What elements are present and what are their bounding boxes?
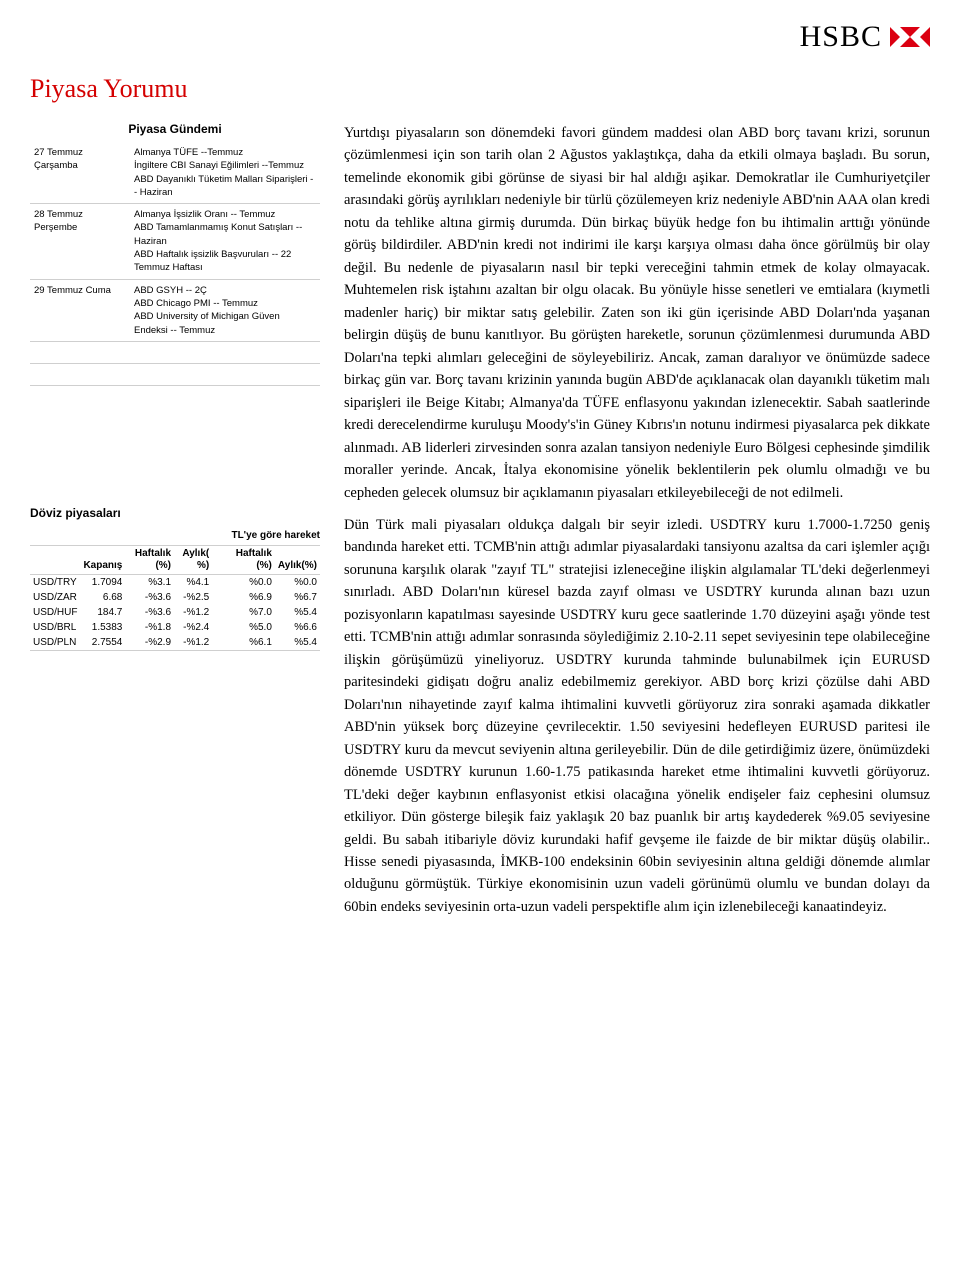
- fx-row: USD/BRL 1.5383 -%1.8 -%2.4 %5.0 %6.6: [30, 620, 320, 635]
- agenda-row: 27 Temmuz Çarşamba Almanya TÜFE --Temmuz…: [30, 142, 320, 204]
- fx-mo1: -%1.2: [174, 635, 212, 651]
- agenda-title: Piyasa Gündemi: [30, 122, 320, 136]
- fx-mo1: -%2.4: [174, 620, 212, 635]
- fx-close: 1.5383: [80, 620, 125, 635]
- sidebar: Piyasa Gündemi 27 Temmuz Çarşamba Almany…: [30, 122, 320, 928]
- fx-subtitle: TL'ye göre hareket: [30, 526, 320, 546]
- fx-col-pair: [30, 546, 80, 575]
- fx-close: 184.7: [80, 605, 125, 620]
- fx-col-wk2: Haftalık (%): [226, 546, 275, 575]
- fx-mo1: %4.1: [174, 575, 212, 591]
- fx-col-mo1: Aylık( %): [174, 546, 212, 575]
- fx-col-wk1: Haftalık (%): [125, 546, 174, 575]
- fx-row: USD/TRY 1.7094 %3.1 %4.1 %0.0 %0.0: [30, 575, 320, 591]
- fx-mo2: %0.0: [275, 575, 320, 591]
- agenda-date: 27 Temmuz Çarşamba: [30, 142, 130, 204]
- fx-wk1: %3.1: [125, 575, 174, 591]
- fx-row: USD/ZAR 6.68 -%3.6 -%2.5 %6.9 %6.7: [30, 590, 320, 605]
- agenda-row: 28 Temmuz Perşembe Almanya İşsizlik Oran…: [30, 204, 320, 279]
- fx-title: Döviz piyasaları: [30, 506, 320, 520]
- fx-mo2: %5.4: [275, 635, 320, 651]
- agenda-events: Almanya TÜFE --Temmuz İngiltere CBI Sana…: [130, 142, 320, 204]
- page-header: HSBC: [30, 20, 930, 54]
- body-paragraph-1: Yurtdışı piyasaların son dönemdeki favor…: [344, 122, 930, 504]
- agenda-date: 29 Temmuz Cuma: [30, 279, 130, 341]
- fx-pair: USD/ZAR: [30, 590, 80, 605]
- fx-close: 1.7094: [80, 575, 125, 591]
- fx-wk2: %5.0: [226, 620, 275, 635]
- fx-wk2: %0.0: [226, 575, 275, 591]
- fx-close: 6.68: [80, 590, 125, 605]
- fx-table: Kapanış Haftalık (%) Aylık( %) Haftalık …: [30, 546, 320, 651]
- body-paragraph-2: Dün Türk mali piyasaları oldukça dalgalı…: [344, 514, 930, 918]
- fx-pair: USD/PLN: [30, 635, 80, 651]
- fx-close: 2.7554: [80, 635, 125, 651]
- fx-mo1: -%2.5: [174, 590, 212, 605]
- fx-wk2: %6.1: [226, 635, 275, 651]
- page-title: Piyasa Yorumu: [30, 74, 930, 104]
- fx-mo2: %6.7: [275, 590, 320, 605]
- fx-pair: USD/TRY: [30, 575, 80, 591]
- content-row: Piyasa Gündemi 27 Temmuz Çarşamba Almany…: [30, 122, 930, 928]
- fx-row: USD/PLN 2.7554 -%2.9 -%1.2 %6.1 %5.4: [30, 635, 320, 651]
- fx-wk2: %6.9: [226, 590, 275, 605]
- agenda-events: ABD GSYH -- 2Ç ABD Chicago PMI -- Temmuz…: [130, 279, 320, 341]
- agenda-date: 28 Temmuz Perşembe: [30, 204, 130, 279]
- fx-col-close: Kapanış: [80, 546, 125, 575]
- agenda-row: [30, 341, 320, 363]
- fx-header-row: Kapanış Haftalık (%) Aylık( %) Haftalık …: [30, 546, 320, 575]
- fx-mo2: %6.6: [275, 620, 320, 635]
- agenda-table: 27 Temmuz Çarşamba Almanya TÜFE --Temmuz…: [30, 142, 320, 386]
- fx-wk2: %7.0: [226, 605, 275, 620]
- fx-wk1: -%3.6: [125, 605, 174, 620]
- brand-name: HSBC: [800, 20, 882, 54]
- fx-wk1: -%2.9: [125, 635, 174, 651]
- brand-logo: HSBC: [800, 20, 930, 54]
- fx-wk1: -%3.6: [125, 590, 174, 605]
- agenda-events: Almanya İşsizlik Oranı -- Temmuz ABD Tam…: [130, 204, 320, 279]
- fx-row: USD/HUF 184.7 -%3.6 -%1.2 %7.0 %5.4: [30, 605, 320, 620]
- fx-pair: USD/BRL: [30, 620, 80, 635]
- agenda-row: 29 Temmuz Cuma ABD GSYH -- 2Ç ABD Chicag…: [30, 279, 320, 341]
- fx-col-mo2: Aylık(%): [275, 546, 320, 575]
- agenda-row: [30, 364, 320, 386]
- hsbc-hexagon-icon: [890, 26, 930, 48]
- fx-wk1: -%1.8: [125, 620, 174, 635]
- main-content: Yurtdışı piyasaların son dönemdeki favor…: [344, 122, 930, 928]
- fx-mo1: -%1.2: [174, 605, 212, 620]
- fx-mo2: %5.4: [275, 605, 320, 620]
- fx-pair: USD/HUF: [30, 605, 80, 620]
